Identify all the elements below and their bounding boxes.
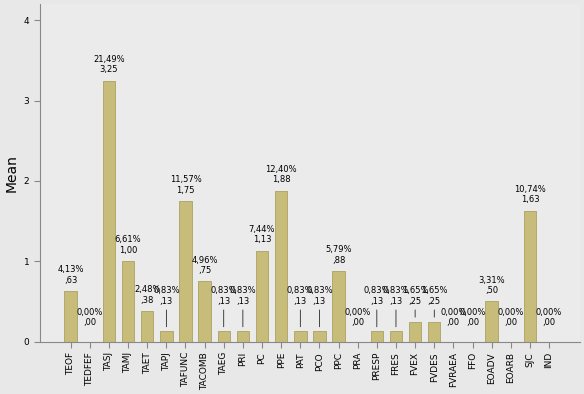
Text: 0,83%: 0,83% (230, 286, 256, 295)
Text: 0,00%: 0,00% (345, 308, 371, 317)
Bar (485, 301, 498, 342)
Text: ,88: ,88 (332, 256, 345, 264)
Text: 2,48%: 2,48% (134, 285, 161, 294)
Text: 1,65%: 1,65% (421, 286, 447, 295)
Text: ,25: ,25 (409, 297, 422, 305)
Text: 0,83%: 0,83% (153, 286, 180, 295)
Text: 0,00%: 0,00% (460, 308, 486, 317)
Text: 0,00%: 0,00% (498, 308, 524, 317)
Text: 0,83%: 0,83% (363, 286, 390, 295)
Bar (313, 331, 326, 342)
Bar (371, 331, 383, 342)
Bar (428, 322, 440, 342)
Text: ,13: ,13 (159, 297, 173, 305)
Text: 4,96%: 4,96% (192, 256, 218, 264)
Bar (524, 211, 536, 342)
Text: ,50: ,50 (485, 286, 498, 295)
Text: 0,83%: 0,83% (306, 286, 333, 295)
Text: 1,00: 1,00 (119, 246, 137, 255)
Text: ,13: ,13 (294, 297, 307, 305)
Text: ,13: ,13 (370, 297, 384, 305)
Bar (294, 331, 307, 342)
Text: ,63: ,63 (64, 276, 77, 284)
Text: 0,83%: 0,83% (210, 286, 237, 295)
Bar (160, 331, 172, 342)
Text: 0,00%: 0,00% (77, 308, 103, 317)
Text: 0,83%: 0,83% (383, 286, 409, 295)
Bar (179, 201, 192, 342)
Bar (103, 80, 115, 342)
Bar (332, 271, 345, 342)
Text: 1,65%: 1,65% (402, 286, 428, 295)
Text: ,00: ,00 (543, 318, 555, 327)
Text: ,00: ,00 (447, 318, 460, 327)
Text: ,13: ,13 (217, 297, 230, 305)
Text: ,00: ,00 (351, 318, 364, 327)
Bar (275, 191, 287, 342)
Text: 0,83%: 0,83% (287, 286, 314, 295)
Text: 3,31%: 3,31% (478, 276, 505, 284)
Text: 4,13%: 4,13% (57, 265, 84, 274)
Text: 5,79%: 5,79% (325, 245, 352, 254)
Text: 0,00%: 0,00% (536, 308, 562, 317)
Text: ,38: ,38 (141, 296, 154, 305)
Text: ,00: ,00 (466, 318, 479, 327)
Text: 3,25: 3,25 (100, 65, 118, 74)
Text: 7,44%: 7,44% (249, 225, 275, 234)
Text: 11,57%: 11,57% (169, 175, 201, 184)
Text: ,75: ,75 (198, 266, 211, 275)
Text: 1,13: 1,13 (253, 236, 272, 244)
Text: ,25: ,25 (427, 297, 441, 305)
Bar (141, 311, 154, 342)
Bar (237, 331, 249, 342)
Text: ,00: ,00 (504, 318, 517, 327)
Bar (199, 281, 211, 342)
Text: 1,63: 1,63 (520, 195, 539, 204)
Text: 6,61%: 6,61% (114, 236, 141, 244)
Text: ,00: ,00 (84, 318, 96, 327)
Text: ,13: ,13 (390, 297, 402, 305)
Bar (256, 251, 268, 342)
Text: ,13: ,13 (237, 297, 249, 305)
Bar (390, 331, 402, 342)
Text: 0,00%: 0,00% (440, 308, 467, 317)
Text: 1,75: 1,75 (176, 186, 194, 195)
Text: 10,74%: 10,74% (514, 185, 546, 194)
Text: ,13: ,13 (313, 297, 326, 305)
Text: 1,88: 1,88 (272, 175, 290, 184)
Text: 12,40%: 12,40% (265, 165, 297, 174)
Bar (409, 322, 421, 342)
Bar (122, 261, 134, 342)
Bar (217, 331, 230, 342)
Y-axis label: Mean: Mean (4, 154, 18, 192)
Text: 21,49%: 21,49% (93, 55, 125, 63)
Bar (64, 291, 77, 342)
